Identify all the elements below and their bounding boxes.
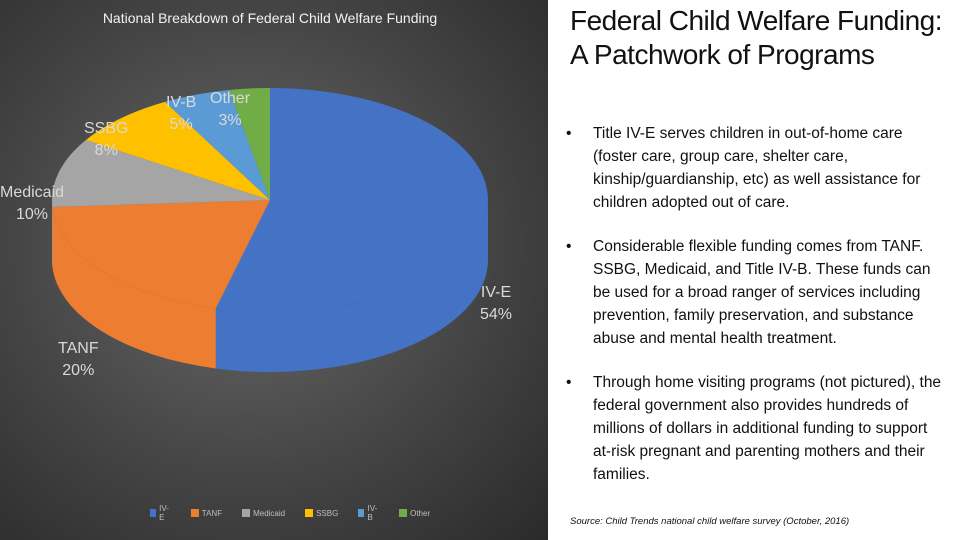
label-medicaid-value: 10% xyxy=(16,206,49,223)
pie-slice-other xyxy=(229,88,270,200)
label-other-name: Other xyxy=(210,90,251,107)
legend-label: Medicaid xyxy=(253,508,286,518)
pie-slice-iv-b xyxy=(164,89,270,200)
label-iv-e: IV-E 54% xyxy=(480,282,512,326)
legend-item-medicaid: Medicaid xyxy=(242,504,285,522)
bullet-list: • Title IV-E serves children in out-of-ho… xyxy=(566,122,946,507)
source-note: Source: Child Trends national child welf… xyxy=(570,516,850,527)
label-other: Other 3% xyxy=(210,88,250,132)
legend-swatch xyxy=(190,509,199,517)
pie-side-tanf xyxy=(52,207,216,369)
label-iv-e-value: 54% xyxy=(480,306,513,323)
label-iv-b-name: IV-B xyxy=(166,94,197,111)
bullet-text: Through home visiting programs (not pict… xyxy=(593,374,942,483)
chart-panel: National Breakdown of Federal Child Welf… xyxy=(0,0,548,540)
legend-swatch xyxy=(358,509,365,517)
label-ssbg-name: SSBG xyxy=(84,120,129,137)
pie-chart xyxy=(52,88,489,372)
pie-slice-iv-e xyxy=(215,88,488,312)
pie-slice-tanf xyxy=(52,200,270,309)
label-medicaid-name: Medicaid xyxy=(0,184,65,201)
legend-item-iv-b: IV-B xyxy=(358,504,379,522)
legend-item-ssbg: SSBG xyxy=(305,504,338,522)
bullet-text: Considerable flexible funding comes from… xyxy=(593,238,931,347)
bullet-marker: • xyxy=(566,374,572,391)
bullet-marker: • xyxy=(566,125,572,142)
label-tanf: TANF 20% xyxy=(58,338,99,382)
legend-label: IV-B xyxy=(367,504,378,522)
legend-swatch xyxy=(305,509,314,517)
label-other-value: 3% xyxy=(218,112,242,129)
legend-swatch xyxy=(150,509,157,517)
slide-heading: Federal Child Welfare Funding: A Patchwo… xyxy=(570,5,943,70)
label-ssbg: SSBG 8% xyxy=(84,118,128,162)
label-iv-b-value: 5% xyxy=(169,116,193,133)
legend-item-iv-e: IV-E xyxy=(150,504,171,522)
legend-label: SSBG xyxy=(316,508,339,518)
legend-swatch xyxy=(242,509,251,517)
label-tanf-value: 20% xyxy=(62,362,95,379)
bullet-marker: • xyxy=(566,238,572,255)
legend-item-other: Other xyxy=(399,504,430,522)
bullet-item: • Title IV-E serves children in out-of-ho… xyxy=(566,122,946,214)
pie-side-iv-e xyxy=(215,200,489,372)
legend-item-tanf: TANF xyxy=(190,504,223,522)
label-ssbg-value: 8% xyxy=(94,142,118,159)
legend-label: IV-E xyxy=(159,504,169,522)
pie-slice-medicaid xyxy=(52,139,271,208)
legend-label: TANF xyxy=(201,508,223,518)
text-panel: Federal Child Welfare Funding: A Patchwo… xyxy=(548,0,960,540)
label-iv-b: IV-B 5% xyxy=(166,92,196,136)
legend-swatch xyxy=(399,509,408,517)
chart-title: National Breakdown of Federal Child Welf… xyxy=(102,10,438,26)
bullet-item: • Through home visiting programs (not pic… xyxy=(566,371,946,486)
label-medicaid: Medicaid 10% xyxy=(0,182,64,226)
bullet-item: • Considerable flexible funding comes fro… xyxy=(566,235,946,350)
bullet-text: Title IV-E serves children in out-of-hom… xyxy=(593,125,921,211)
label-iv-e-name: IV-E xyxy=(480,284,512,301)
pie-slice-ssbg xyxy=(85,101,270,200)
pie-sides xyxy=(52,200,489,372)
legend-label: Other xyxy=(410,508,431,518)
label-tanf-name: TANF xyxy=(58,340,99,357)
pie-tops xyxy=(52,88,488,312)
chart-legend: IV-E TANF Medicaid SSBG IV-B Other xyxy=(150,504,430,522)
